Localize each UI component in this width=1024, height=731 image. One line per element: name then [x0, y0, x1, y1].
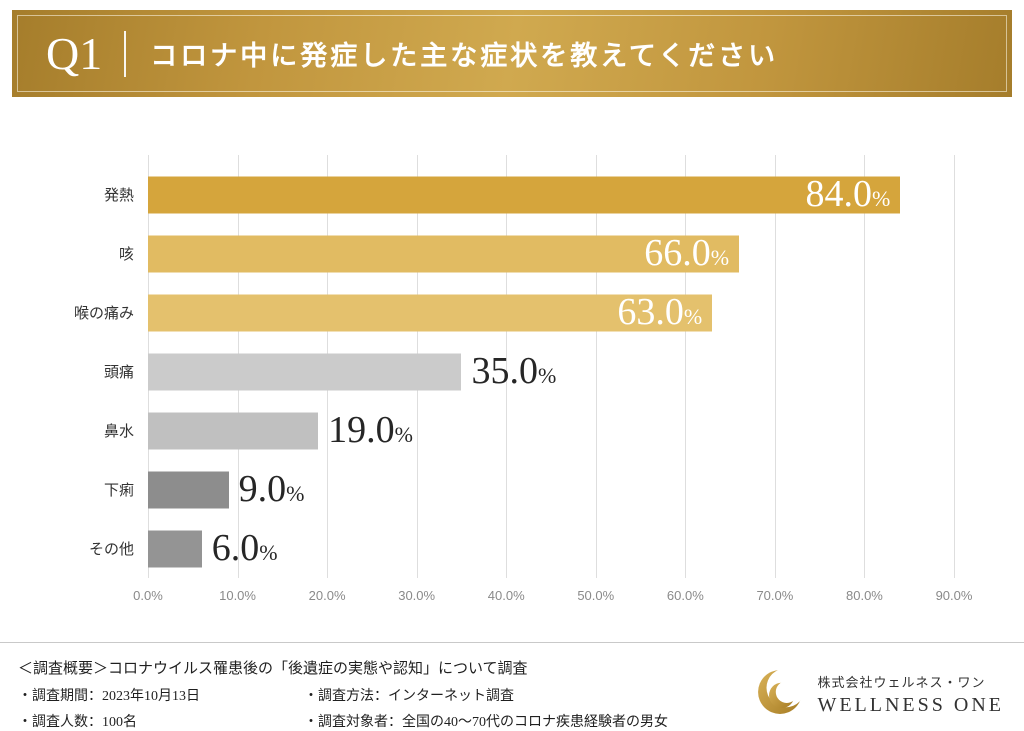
- x-axis-tick: 90.0%: [935, 588, 973, 603]
- x-axis-tick: 40.0%: [487, 588, 525, 603]
- bar-chart: 発熱咳喉の痛み頭痛鼻水下痢その他 84.0% 66.0% 63.0% 35.0% 19.…: [16, 155, 972, 610]
- x-axis: 0.0% 10.0% 20.0% 30.0% 40.0% 50.0% 60.0% 70.0% 8…: [133, 578, 972, 610]
- survey-footer: ＜調査概要＞コロナウイルス罹患後の「後遺症の実態や認知」について調査 ・調査期間…: [0, 642, 1024, 731]
- bar: [148, 176, 901, 213]
- value-label: 66.0%: [644, 231, 730, 274]
- category-label: 頭痛: [103, 364, 134, 381]
- company-name-en: WELLNESS ONE: [817, 693, 1004, 716]
- bar-row: 63.0%: [148, 283, 954, 342]
- survey-count: ・調査人数：100名: [18, 715, 137, 730]
- bar-row: 84.0%: [148, 165, 954, 224]
- survey-overview: ＜調査概要＞コロナウイルス罹患後の「後遺症の実態や認知」について調査 ・調査期間…: [18, 657, 668, 731]
- gridline: [954, 155, 955, 578]
- question-title: コロナ中に発症した主な症状を教えてください: [150, 41, 779, 71]
- company-name-jp: 株式会社ウェルネス・ワン: [817, 674, 986, 690]
- value-label: 35.0%: [471, 349, 557, 392]
- bar: [148, 235, 740, 272]
- gridline: [506, 155, 508, 578]
- survey-period: ・調査期間：2023年10月13日: [18, 689, 200, 704]
- value-label: 19.0%: [328, 408, 413, 451]
- bar: [148, 471, 229, 508]
- gridline: [595, 155, 597, 578]
- value-label: 63.0%: [617, 290, 703, 333]
- plot-area: 84.0% 66.0% 63.0% 35.0% 19.0% 9.0% 6.0%: [148, 155, 955, 578]
- question-banner: Q1 コロナ中に発症した主な症状を教えてください: [12, 10, 1012, 97]
- gridline: [774, 155, 776, 578]
- survey-summary: ＜調査概要＞コロナウイルス罹患後の「後遺症の実態や認知」について調査: [18, 661, 528, 677]
- plot-column: 84.0% 66.0% 63.0% 35.0% 19.0% 9.0% 6.0% 0.0% 10…: [133, 155, 972, 610]
- banner-divider: [124, 30, 127, 77]
- x-axis-tick: 30.0%: [398, 588, 436, 603]
- x-axis-tick: 0.0%: [133, 588, 163, 603]
- bar: [148, 530, 202, 567]
- gridline: [864, 155, 866, 578]
- x-axis-tick: 50.0%: [577, 588, 615, 603]
- value-label: 6.0%: [211, 526, 278, 569]
- category-label: その他: [88, 541, 134, 558]
- category-label: 鼻水: [103, 423, 134, 440]
- category-label: 発熱: [103, 187, 134, 204]
- survey-target: ・調査対象者：全国の40〜70代のコロナ疾患経験者の男女: [304, 715, 668, 730]
- value-label: 84.0%: [805, 172, 891, 215]
- category-label: 下痢: [103, 482, 134, 499]
- bar: [148, 412, 319, 449]
- bar-row: 19.0%: [148, 401, 954, 460]
- x-axis-tick: 60.0%: [666, 588, 704, 603]
- category-label: 喉の痛み: [73, 305, 134, 322]
- gridline: [685, 155, 687, 578]
- bar: [148, 294, 713, 331]
- bar-rows: 84.0% 66.0% 63.0% 35.0% 19.0% 9.0% 6.0%: [148, 165, 954, 578]
- x-axis-tick: 70.0%: [756, 588, 794, 603]
- value-label: 9.0%: [238, 467, 305, 510]
- question-number: Q1: [46, 27, 103, 79]
- logo-mark-icon: [753, 665, 807, 724]
- survey-details: ・調査期間：2023年10月13日 ・調査方法：インターネット調査 ・調査人数：…: [18, 685, 668, 731]
- category-label: 咳: [118, 246, 134, 263]
- bar: [148, 353, 462, 390]
- bar-row: 35.0%: [148, 342, 954, 401]
- x-axis-tick: 80.0%: [846, 588, 883, 603]
- bar-row: 9.0%: [148, 460, 954, 519]
- survey-method: ・調査方法：インターネット調査: [304, 689, 514, 704]
- bar-row: 66.0%: [148, 224, 954, 283]
- x-axis-tick: 20.0%: [308, 588, 346, 603]
- x-axis-tick: 10.0%: [219, 588, 256, 603]
- bar-row: 6.0%: [148, 519, 954, 578]
- company-logo: 株式会社ウェルネス・ワン WELLNESS ONE: [753, 665, 1004, 724]
- category-axis: 発熱咳喉の痛み頭痛鼻水下痢その他: [16, 165, 148, 610]
- company-name-block: 株式会社ウェルネス・ワン WELLNESS ONE: [817, 672, 1004, 717]
